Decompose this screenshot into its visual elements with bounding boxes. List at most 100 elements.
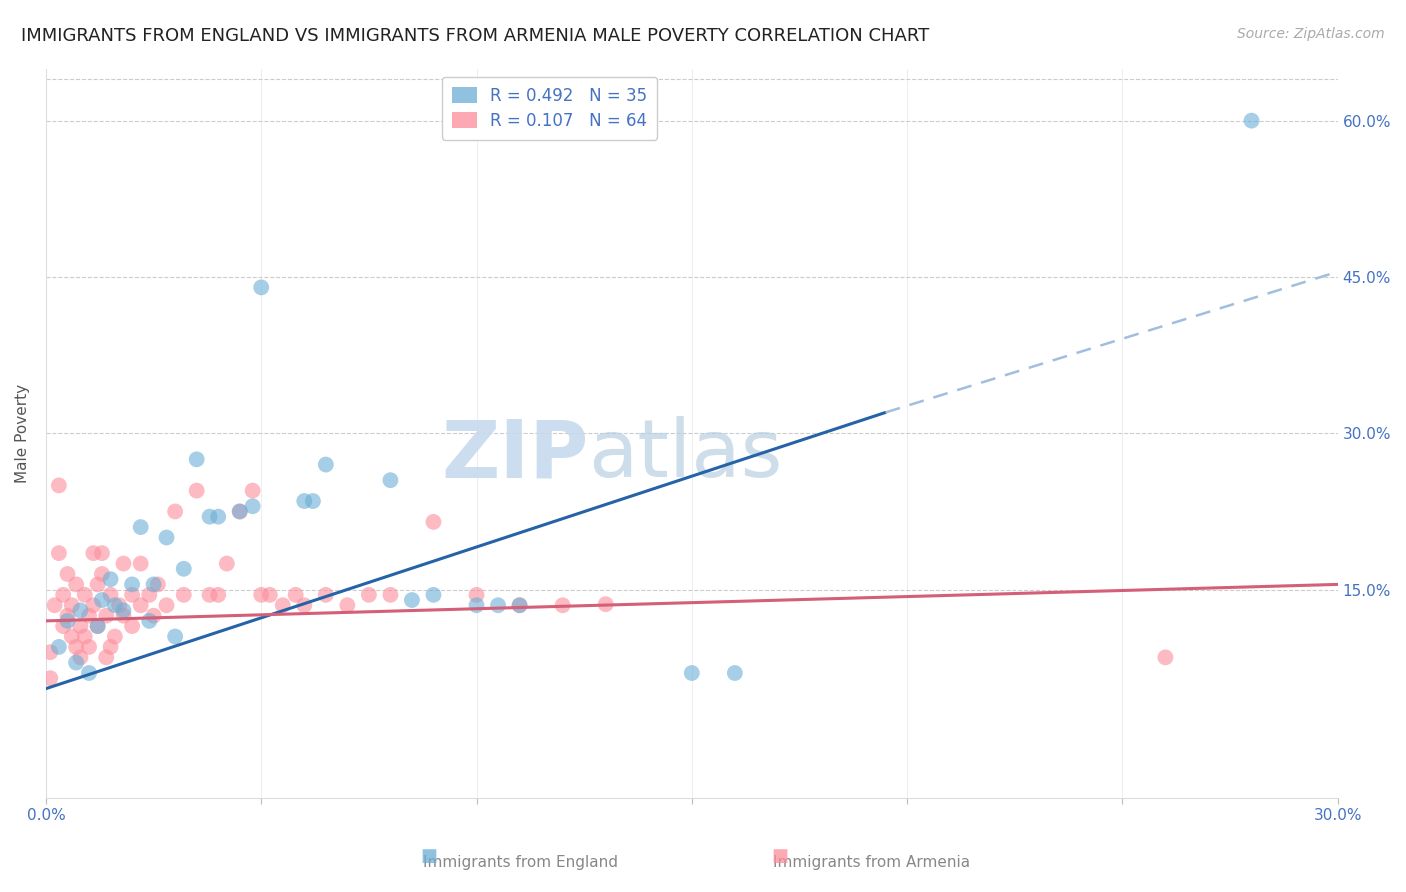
Point — [86, 619, 108, 633]
Point — [155, 599, 177, 613]
Point — [129, 599, 152, 613]
Point — [215, 557, 238, 571]
Point — [60, 599, 83, 613]
Point — [100, 640, 122, 654]
Point — [86, 619, 108, 633]
Point — [357, 588, 380, 602]
Point — [48, 478, 70, 492]
Point — [242, 500, 264, 514]
Point — [121, 588, 143, 602]
Point — [73, 588, 96, 602]
Point — [73, 630, 96, 644]
Point — [112, 603, 135, 617]
Point — [129, 520, 152, 534]
Point — [138, 614, 160, 628]
Point — [228, 504, 250, 518]
Point — [96, 608, 118, 623]
Point — [1154, 650, 1177, 665]
Point — [142, 608, 165, 623]
Point — [112, 557, 135, 571]
Point — [91, 566, 114, 581]
Text: Immigrants from England: Immigrants from England — [423, 855, 617, 870]
Point — [165, 504, 187, 518]
Point — [112, 608, 135, 623]
Point — [336, 599, 359, 613]
Point — [486, 599, 509, 613]
Point — [173, 562, 195, 576]
Text: Source: ZipAtlas.com: Source: ZipAtlas.com — [1237, 27, 1385, 41]
Point — [91, 593, 114, 607]
Text: ZIP: ZIP — [441, 417, 589, 494]
Y-axis label: Male Poverty: Male Poverty — [15, 384, 30, 483]
Point — [315, 458, 337, 472]
Point — [401, 593, 423, 607]
Point — [259, 588, 281, 602]
Point — [138, 588, 160, 602]
Point — [56, 614, 79, 628]
Text: atlas: atlas — [589, 417, 783, 494]
Point — [242, 483, 264, 498]
Point — [198, 588, 221, 602]
Point — [380, 473, 402, 487]
Point — [77, 640, 100, 654]
Text: IMMIGRANTS FROM ENGLAND VS IMMIGRANTS FROM ARMENIA MALE POVERTY CORRELATION CHAR: IMMIGRANTS FROM ENGLAND VS IMMIGRANTS FR… — [21, 27, 929, 45]
Point — [681, 665, 703, 680]
Point — [48, 546, 70, 560]
Point — [292, 599, 315, 613]
Point — [60, 630, 83, 644]
Text: Immigrants from Armenia: Immigrants from Armenia — [773, 855, 970, 870]
Point — [186, 483, 208, 498]
Point — [142, 577, 165, 591]
Point — [82, 546, 104, 560]
Point — [422, 515, 444, 529]
Legend: R = 0.492   N = 35, R = 0.107   N = 64: R = 0.492 N = 35, R = 0.107 N = 64 — [441, 77, 657, 139]
Point — [155, 531, 177, 545]
Point — [207, 509, 229, 524]
Point — [724, 665, 747, 680]
Point — [65, 656, 87, 670]
Point — [77, 608, 100, 623]
Point — [108, 599, 131, 613]
Text: ■: ■ — [420, 847, 437, 865]
Point — [39, 671, 62, 685]
Point — [56, 608, 79, 623]
Point — [173, 588, 195, 602]
Point — [65, 640, 87, 654]
Point — [465, 599, 488, 613]
Point — [422, 588, 444, 602]
Point — [165, 630, 187, 644]
Point — [77, 665, 100, 680]
Point — [44, 599, 66, 613]
Point — [69, 603, 91, 617]
Point — [380, 588, 402, 602]
Point — [228, 504, 250, 518]
Point — [271, 599, 294, 613]
Point — [509, 599, 531, 613]
Point — [48, 640, 70, 654]
Point — [315, 588, 337, 602]
Point — [52, 619, 75, 633]
Point — [186, 452, 208, 467]
Point — [104, 630, 127, 644]
Point — [509, 599, 531, 613]
Point — [121, 619, 143, 633]
Point — [250, 280, 273, 294]
Point — [121, 577, 143, 591]
Text: ■: ■ — [772, 847, 789, 865]
Point — [551, 599, 574, 613]
Point — [207, 588, 229, 602]
Point — [65, 577, 87, 591]
Point — [284, 588, 307, 602]
Point — [100, 572, 122, 586]
Point — [129, 557, 152, 571]
Point — [595, 597, 617, 611]
Point — [292, 494, 315, 508]
Point — [82, 599, 104, 613]
Point — [91, 546, 114, 560]
Point — [69, 650, 91, 665]
Point — [96, 650, 118, 665]
Point — [100, 588, 122, 602]
Point — [86, 577, 108, 591]
Point — [146, 577, 169, 591]
Point — [198, 509, 221, 524]
